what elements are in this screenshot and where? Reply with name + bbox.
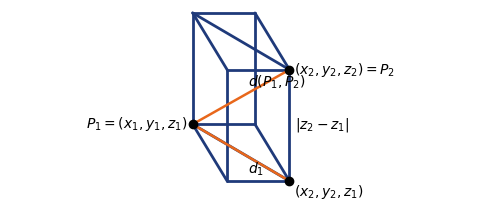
Text: $(x_2, y_2, z_1)$: $(x_2, y_2, z_1)$: [293, 183, 362, 201]
Text: $d_1$: $d_1$: [248, 161, 264, 179]
Text: $(x_2, y_2, z_2) = P_2$: $(x_2, y_2, z_2) = P_2$: [293, 61, 394, 79]
Text: $|z_2 - z_1|$: $|z_2 - z_1|$: [294, 116, 348, 134]
Text: $d(P_1, P_2)$: $d(P_1, P_2)$: [248, 73, 305, 91]
Text: $P_1 = (x_1, y_1, z_1)$: $P_1 = (x_1, y_1, z_1)$: [85, 115, 187, 133]
